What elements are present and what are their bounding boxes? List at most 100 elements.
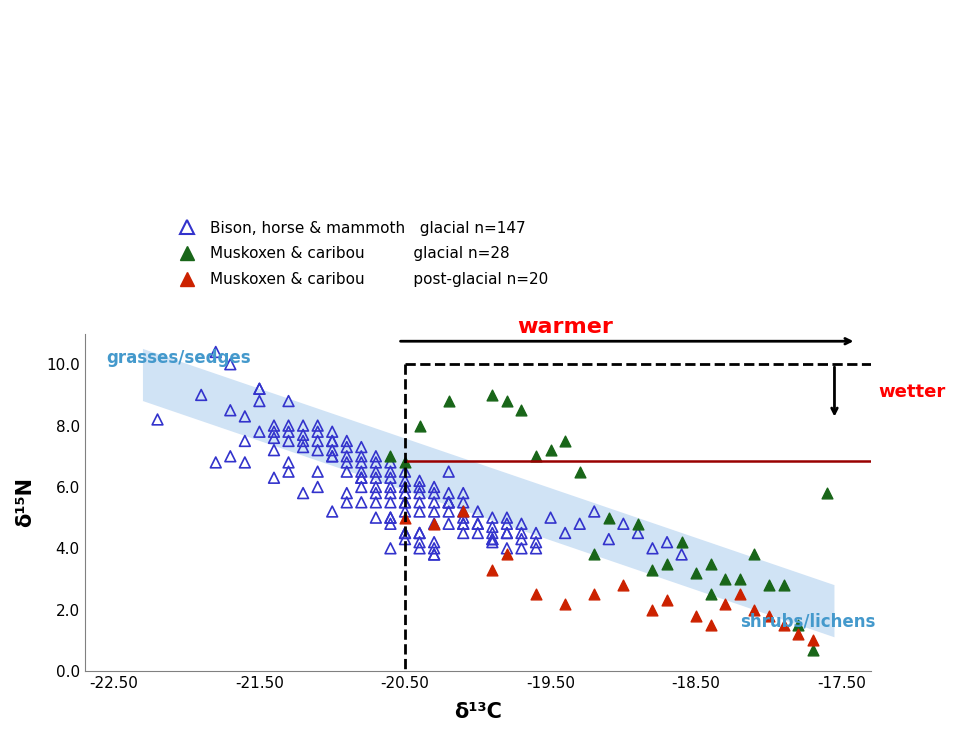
Point — [353, 441, 369, 453]
Point — [441, 497, 456, 509]
Point — [804, 643, 820, 655]
Point — [208, 456, 224, 468]
Text: shrubs/lichens: shrubs/lichens — [740, 613, 876, 631]
Point — [266, 426, 281, 438]
Text: grasses/sedges: grasses/sedges — [107, 349, 252, 367]
Point — [397, 497, 413, 509]
Point — [281, 456, 297, 468]
Point — [281, 466, 297, 478]
Point — [645, 564, 660, 576]
Point — [252, 383, 267, 395]
Point — [426, 487, 442, 499]
Point — [426, 537, 442, 548]
Point — [717, 573, 732, 585]
Point — [412, 537, 427, 548]
Point — [485, 533, 500, 545]
Point — [615, 579, 631, 591]
Point — [441, 395, 456, 407]
Point — [558, 527, 573, 539]
Point — [456, 506, 471, 517]
Point — [412, 487, 427, 499]
Point — [761, 610, 777, 622]
Point — [674, 548, 689, 560]
Point — [397, 511, 413, 523]
Point — [324, 450, 340, 462]
Point — [383, 511, 398, 523]
Point — [266, 472, 281, 483]
Point — [237, 435, 252, 447]
Point — [426, 497, 442, 509]
Point — [281, 426, 297, 438]
Point — [353, 472, 369, 483]
Point — [470, 506, 486, 517]
Point — [426, 518, 442, 530]
Point — [339, 450, 354, 462]
Point — [543, 444, 559, 456]
Point — [558, 435, 573, 447]
Point — [208, 346, 224, 358]
Point — [441, 497, 456, 509]
Point — [441, 497, 456, 509]
Point — [397, 506, 413, 517]
Y-axis label: δ¹⁵N: δ¹⁵N — [15, 478, 35, 527]
Point — [426, 481, 442, 493]
Point — [485, 533, 500, 545]
Point — [353, 497, 369, 509]
Point — [732, 573, 748, 585]
Point — [324, 426, 340, 438]
Point — [426, 506, 442, 517]
Point — [353, 450, 369, 462]
Point — [397, 497, 413, 509]
Point — [369, 472, 384, 483]
Point — [339, 487, 354, 499]
Point — [339, 497, 354, 509]
Point — [223, 450, 238, 462]
Point — [528, 527, 543, 539]
Point — [324, 444, 340, 456]
Point — [383, 466, 398, 478]
Point — [369, 497, 384, 509]
Point — [456, 506, 471, 517]
Point — [688, 567, 704, 579]
Point — [456, 487, 471, 499]
Point — [412, 542, 427, 554]
Point — [514, 527, 529, 539]
Point — [761, 579, 777, 591]
Point — [601, 533, 616, 545]
Point — [528, 537, 543, 548]
Point — [223, 405, 238, 416]
Point — [441, 506, 456, 517]
Point — [660, 537, 675, 548]
Point — [485, 527, 500, 539]
Point — [194, 389, 209, 401]
Point — [339, 435, 354, 447]
Point — [310, 435, 325, 447]
Point — [310, 426, 325, 438]
Text: warmer: warmer — [517, 318, 613, 338]
Point — [485, 389, 500, 401]
Point — [310, 481, 325, 493]
Point — [426, 518, 442, 530]
Point — [660, 595, 675, 607]
Point — [499, 511, 515, 523]
Point — [324, 450, 340, 462]
Point — [485, 521, 500, 533]
Point — [369, 481, 384, 493]
Point — [266, 432, 281, 444]
Point — [572, 518, 588, 530]
Point — [587, 506, 602, 517]
Point — [543, 511, 559, 523]
Point — [369, 456, 384, 468]
X-axis label: δ¹³C: δ¹³C — [454, 702, 502, 722]
Point — [456, 527, 471, 539]
Point — [223, 358, 238, 370]
Point — [732, 588, 748, 600]
Point — [383, 497, 398, 509]
Point — [353, 466, 369, 478]
Point — [528, 588, 543, 600]
Point — [353, 481, 369, 493]
Point — [296, 419, 311, 431]
Point — [456, 497, 471, 509]
Point — [397, 466, 413, 478]
Point — [499, 395, 515, 407]
